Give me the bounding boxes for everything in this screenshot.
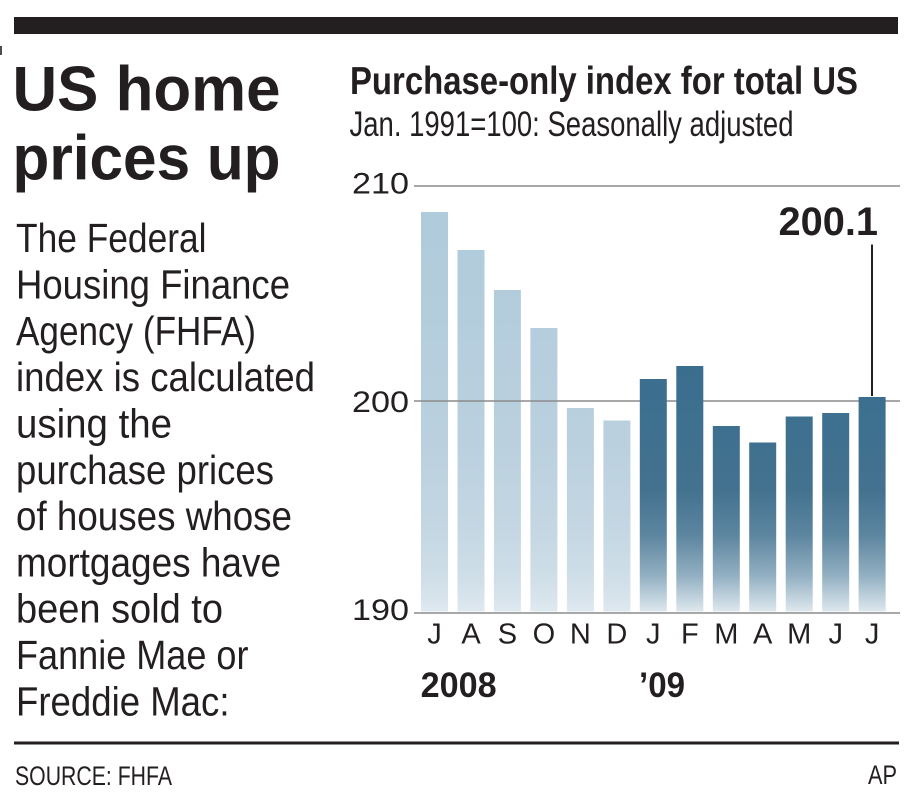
svg-text:190: 190: [352, 594, 409, 627]
svg-text:Purchase-only index for total: Purchase-only index for total US: [350, 60, 858, 103]
svg-text:200: 200: [352, 386, 409, 419]
svg-text:2008: 2008: [421, 666, 497, 705]
svg-text:mortgages have: mortgages have: [16, 539, 281, 585]
svg-text:210: 210: [352, 167, 409, 200]
svg-text:’09: ’09: [639, 666, 685, 705]
svg-text:M: M: [787, 619, 811, 651]
svg-text:SOURCE: FHFA: SOURCE: FHFA: [15, 761, 172, 791]
svg-text:Agency (FHFA): Agency (FHFA): [16, 308, 256, 354]
svg-text:J: J: [865, 619, 880, 651]
svg-text:purchase prices: purchase prices: [16, 447, 274, 493]
svg-text:200.1: 200.1: [779, 200, 879, 244]
svg-text:of houses whose: of houses whose: [16, 493, 292, 539]
svg-text:N: N: [570, 619, 591, 651]
svg-text:US home: US home: [13, 55, 281, 125]
svg-text:O: O: [533, 619, 556, 651]
svg-text:J: J: [828, 619, 843, 651]
svg-text:AP: AP: [868, 760, 897, 790]
svg-text:index is calculated: index is calculated: [16, 354, 315, 400]
svg-text:The Federal: The Federal: [16, 215, 207, 261]
svg-text:Housing Finance: Housing Finance: [16, 262, 290, 308]
svg-text:J: J: [646, 619, 661, 651]
svg-text:Jan. 1991=100: Seasonally adju: Jan. 1991=100: Seasonally adjusted: [350, 105, 794, 144]
svg-text:S: S: [498, 619, 517, 651]
svg-text:M: M: [714, 619, 738, 651]
svg-text:A: A: [461, 619, 481, 651]
svg-text:Freddie Mac:: Freddie Mac:: [16, 678, 230, 724]
svg-text:using the: using the: [16, 400, 172, 446]
svg-text:J: J: [427, 619, 442, 651]
svg-text:D: D: [606, 619, 627, 651]
svg-text:Fannie Mae or: Fannie Mae or: [16, 632, 249, 678]
svg-text:F: F: [681, 619, 699, 651]
svg-text:been sold to: been sold to: [16, 586, 223, 632]
svg-text:prices up: prices up: [13, 124, 281, 194]
svg-text:A: A: [753, 619, 773, 651]
